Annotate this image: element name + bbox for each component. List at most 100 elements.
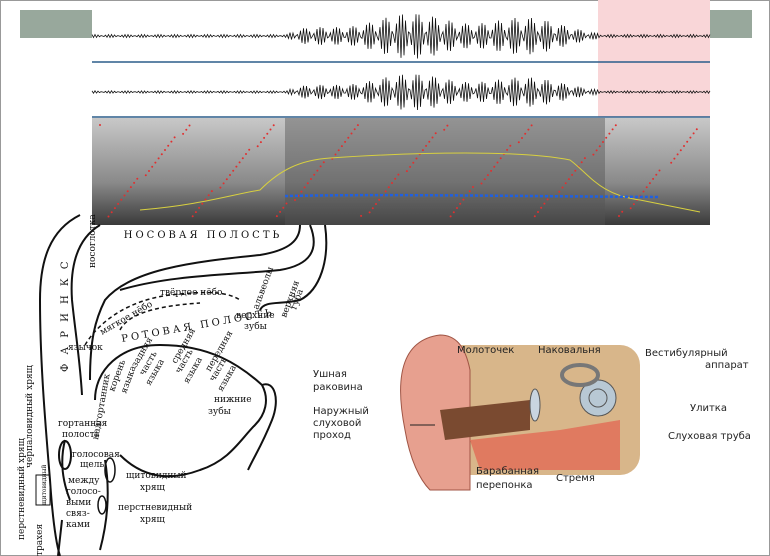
formant-dot <box>564 182 567 185</box>
formant-dot <box>540 206 543 209</box>
formant-dot <box>368 211 371 214</box>
formant-dot <box>468 190 471 193</box>
formant-dot <box>272 124 275 127</box>
formant-dot <box>480 182 483 185</box>
thyroid-shape <box>104 457 116 483</box>
formant-dot <box>686 140 689 143</box>
formant-dot <box>282 206 285 209</box>
formant-dot <box>621 210 624 213</box>
formant-dot <box>561 186 564 189</box>
formant-dot <box>188 124 191 127</box>
formant-dot <box>431 136 434 139</box>
formant-dot <box>157 157 160 160</box>
formant-dot <box>191 215 194 218</box>
auricle <box>400 334 471 491</box>
formant-dot <box>371 207 374 210</box>
formant-dot <box>319 165 322 168</box>
ear-drawing <box>400 334 640 491</box>
formant-dot <box>658 169 661 172</box>
formant-dot <box>592 153 595 156</box>
formant-dot <box>524 132 527 135</box>
selection <box>598 0 710 117</box>
label: голосовая <box>72 450 120 460</box>
formant-dot <box>483 178 486 181</box>
jaw <box>247 383 277 471</box>
formant-dot <box>173 136 176 139</box>
formant-dot <box>397 173 400 176</box>
waveform <box>91 14 711 59</box>
formant-dot <box>322 161 325 164</box>
label: зубы <box>208 406 231 417</box>
formant-dot <box>384 190 387 193</box>
cochlea-spiral <box>588 388 608 408</box>
formant-dot <box>683 145 685 147</box>
formant-dot <box>449 215 452 218</box>
formant-dot <box>567 178 570 181</box>
formant-dot <box>263 136 266 139</box>
formant-dot <box>602 141 604 143</box>
formant-dot <box>642 190 645 193</box>
formant-dot <box>353 128 356 131</box>
label: носоглотка <box>88 214 98 268</box>
formant-dot <box>148 170 150 172</box>
formant-dot <box>347 136 350 139</box>
label: Молоточек <box>457 345 514 356</box>
formant-dot <box>632 203 635 206</box>
formant-dot <box>313 173 316 176</box>
label: полость <box>62 430 100 440</box>
label: Слуховая труба <box>668 431 751 442</box>
formant-dot <box>126 190 129 193</box>
spectrogram-voiced <box>285 118 605 225</box>
formant-dot <box>434 132 437 135</box>
formant-dot <box>415 157 418 160</box>
formant-dot <box>207 194 210 197</box>
formant-dot <box>425 144 428 147</box>
formant-dot <box>394 177 397 180</box>
formant-dot <box>499 157 502 160</box>
formant-dot <box>472 186 474 188</box>
formant-dot <box>509 144 512 147</box>
label: Ушная <box>313 369 347 380</box>
formant-dot <box>608 132 611 135</box>
formant-dot <box>648 182 651 185</box>
formant-dot <box>506 148 509 151</box>
label: аппарат <box>705 360 749 371</box>
formant-dot <box>275 215 278 218</box>
formant-dot <box>537 211 539 213</box>
formant-dot <box>167 144 170 147</box>
formant-dot <box>232 169 235 172</box>
formant-dot <box>443 128 446 131</box>
formant-dot <box>605 136 608 139</box>
label: щитовидный <box>126 471 187 481</box>
label: раковина <box>313 382 363 393</box>
label: слуховой <box>313 418 361 429</box>
formant-dot <box>344 140 347 143</box>
label: перстневидный хрящ <box>17 437 27 540</box>
label: выми <box>66 498 91 508</box>
formant-dot <box>210 190 213 193</box>
label: голосо- <box>66 487 101 497</box>
label: связ- <box>66 509 90 519</box>
formant-dot <box>185 128 188 131</box>
formant-dot <box>533 215 536 218</box>
outline <box>119 224 315 291</box>
formant-dot <box>673 157 676 160</box>
formant-dot <box>229 174 231 176</box>
formant-dot <box>692 132 695 135</box>
formant-dot <box>618 215 620 217</box>
eardrum <box>529 388 541 422</box>
formant-dot <box>412 161 415 164</box>
formant-dot <box>629 207 632 210</box>
formants <box>99 124 698 218</box>
formant-dot <box>204 198 207 201</box>
label: проход <box>313 430 351 441</box>
label: Вестибулярный <box>645 348 728 359</box>
formant-dot <box>496 161 499 164</box>
formant-dot <box>99 124 101 126</box>
formant-dot <box>462 198 465 201</box>
formant-dot <box>486 174 489 177</box>
formant-dot <box>259 141 262 144</box>
formant-dot <box>120 198 123 201</box>
formant-dot <box>574 169 577 172</box>
formant-dot <box>409 165 412 168</box>
